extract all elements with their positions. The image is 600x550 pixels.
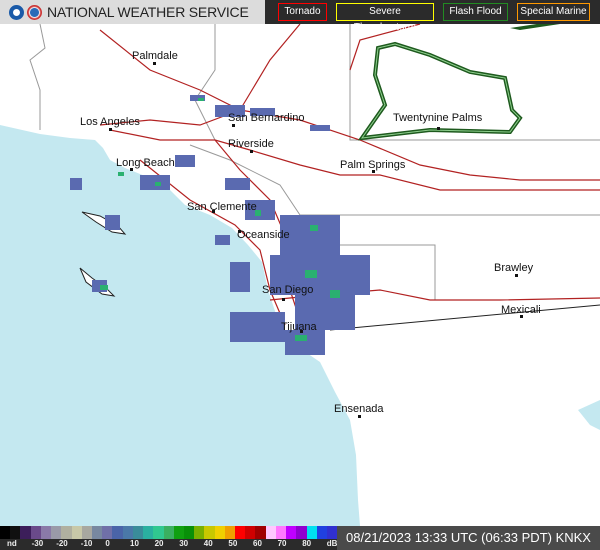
color-swatch [306,526,317,539]
color-swatch [316,526,327,539]
legend-label: 50 [228,539,238,548]
color-swatch [194,526,205,539]
color-swatch [112,526,123,539]
legend-label: -20 [56,539,68,548]
legend-label: -30 [31,539,44,548]
city-label: Ensenada [334,403,384,415]
city-label: Long Beach [116,157,175,169]
color-swatch [183,526,195,539]
color-swatch [235,526,246,539]
city-label: Los Angeles [80,116,140,128]
legend-label: 10 [130,539,139,548]
color-swatch [30,526,41,539]
color-swatch [255,526,266,539]
header-title: NATIONAL WEATHER SERVICE [47,4,249,20]
city-label: Twentynine Palms [393,112,483,124]
color-swatch [122,526,133,539]
color-swatch [0,526,11,539]
legend-label: dBZ [326,539,343,548]
color-swatch [40,526,52,539]
city-label: Tijuana [281,321,317,333]
color-swatch [296,526,307,539]
city-label: Brawley [494,262,534,274]
ocean [0,125,360,526]
color-swatch [71,526,82,539]
noaa-logo [9,4,24,20]
color-swatch [214,526,225,539]
color-swatch [51,526,62,539]
legend-label: nd [7,539,17,548]
radar-echoes [70,95,370,355]
color-scale [0,526,338,539]
city-label: Oceanside [237,229,290,241]
color-swatch [10,526,21,539]
nws-logo [27,4,42,20]
warning-legend: Tornado Severe Thunderstorm Flash Flood … [265,0,600,33]
header: NATIONAL WEATHER SERVICE [0,0,265,24]
city-label: San Diego [262,284,314,296]
color-swatch [163,526,174,539]
severe-thunderstorm-button[interactable]: Severe Thunderstorm [336,3,434,33]
gulf [578,400,600,430]
city-label: Palmdale [132,50,178,62]
city-label: San Clemente [187,201,257,213]
color-swatch [275,526,287,539]
city-label: Mexicali [501,304,541,316]
flash-flood-button[interactable]: Flash Flood [443,3,508,21]
legend-label: 70 [277,539,287,548]
legend-label: 0 [105,539,110,548]
border-line [329,304,600,331]
color-swatch [143,526,154,539]
color-swatch [61,526,72,539]
city-label: San Bernardino [228,112,305,124]
color-swatch [204,526,215,539]
reflectivity-legend: nd -30 -20 -10 0 10 20 30 40 50 60 70 80 dBZ [0,526,342,550]
legend-label: 30 [179,539,189,548]
color-swatch [173,526,184,539]
timestamp: 08/21/2023 13:33 UTC (06:33 PDT) KNKX [337,526,600,550]
color-swatch [81,526,92,539]
color-swatch [153,526,164,539]
color-swatch [286,526,297,539]
legend-label: -10 [80,539,93,548]
legend-label: 40 [203,539,213,548]
radar-echoes-moderate [100,98,340,341]
special-marine-button[interactable]: Special Marine [517,3,590,21]
tornado-button[interactable]: Tornado [278,3,327,21]
legend-label: 20 [154,539,164,548]
color-swatch [102,526,113,539]
legend-label: 60 [253,539,262,548]
legend-label: 80 [302,539,312,548]
roads [99,23,600,326]
color-swatch [224,526,236,539]
color-swatch [132,526,144,539]
color-swatch [245,526,256,539]
color-swatch [91,526,103,539]
color-swatch [265,526,276,539]
color-swatch [327,526,338,539]
radar-map[interactable] [0,0,600,526]
color-swatch [20,526,31,539]
city-label: Palm Springs [340,159,406,171]
city-label: Riverside [228,138,274,150]
